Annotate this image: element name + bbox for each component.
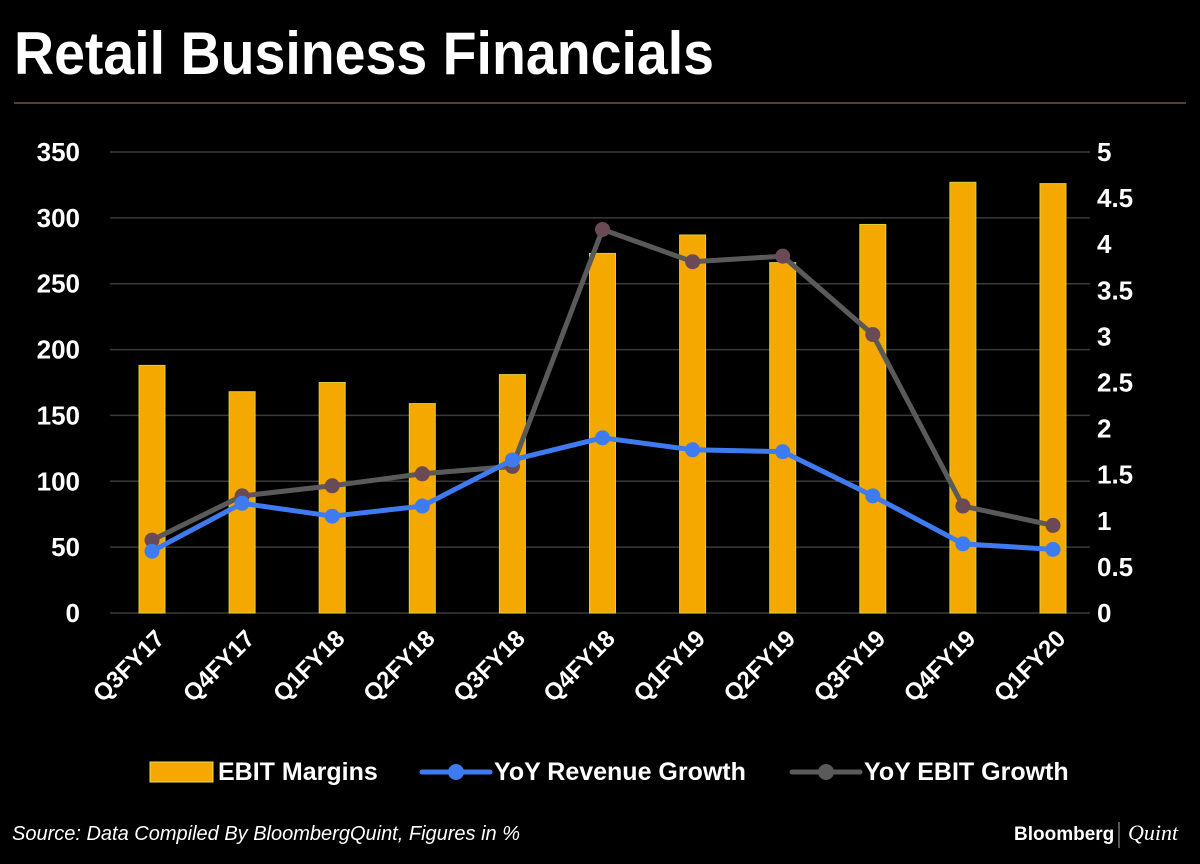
point-yoy-ebit-growth — [685, 254, 701, 270]
point-yoy-ebit-growth — [775, 248, 791, 264]
x-axis-category-label: Q2FY19 — [719, 625, 801, 707]
point-yoy-ebit-growth — [414, 466, 430, 482]
bar-q4fy18 — [589, 252, 616, 614]
legend: EBIT Margins YoY Revenue Growth YoY EBIT… — [149, 758, 1069, 786]
legend-marker-ebit-growth — [818, 764, 834, 780]
bar-q1fy20 — [1039, 183, 1067, 614]
right-axis-tick-label: 5 — [1097, 137, 1111, 167]
bar-q3fy17 — [138, 364, 166, 614]
legend-label-ebit-growth: YoY EBIT Growth — [864, 758, 1069, 786]
right-axis-tick-label: 1.5 — [1097, 460, 1133, 490]
point-yoy-revenue-growth — [1045, 541, 1061, 557]
right-axis-tick-label: 2.5 — [1097, 368, 1133, 398]
point-yoy-ebit-growth — [1045, 517, 1061, 533]
left-axis-tick-label: 0 — [66, 598, 80, 628]
point-yoy-revenue-growth — [775, 444, 791, 460]
right-axis-tick-label: 4.5 — [1097, 183, 1133, 213]
right-axis-tick-label: 3 — [1097, 321, 1111, 351]
point-yoy-ebit-growth — [144, 532, 160, 548]
left-axis-tick-label: 150 — [37, 400, 80, 430]
point-yoy-revenue-growth — [595, 430, 610, 446]
point-yoy-ebit-growth — [955, 498, 971, 514]
point-yoy-revenue-growth — [144, 543, 160, 559]
left-axis-tick-label: 300 — [37, 203, 80, 233]
legend-marker-revenue — [448, 764, 464, 780]
x-axis-category-label: Q3FY18 — [448, 625, 530, 707]
x-axis-category-label: Q1FY20 — [989, 625, 1071, 707]
x-axis-category-label: Q3FY19 — [809, 625, 891, 707]
right-axis-tick-label: 2 — [1097, 414, 1111, 444]
point-yoy-ebit-growth — [865, 327, 881, 343]
logo-quint: Quint — [1128, 820, 1179, 845]
right-axis-tick-label: 0 — [1097, 598, 1111, 628]
x-axis-category-label: Q2FY18 — [358, 625, 440, 707]
point-yoy-revenue-growth — [955, 536, 971, 552]
source-note: Source: Data Compiled By BloombergQuint,… — [12, 823, 520, 845]
right-axis-tick-label: 3.5 — [1097, 275, 1133, 305]
point-yoy-revenue-growth — [504, 452, 520, 468]
x-axis-category-label: Q4FY18 — [538, 625, 620, 707]
bloomberg-quint-logo: Bloomberg Quint — [1014, 820, 1179, 848]
point-yoy-revenue-growth — [685, 442, 701, 458]
bar-q1fy19 — [679, 234, 707, 614]
x-axis-category-label: Q1FY19 — [629, 625, 711, 707]
legend-swatch-ebit-margins — [149, 761, 214, 783]
right-axis-tick-label: 4 — [1097, 229, 1112, 259]
legend-label-revenue: YoY Revenue Growth — [494, 758, 746, 786]
point-yoy-ebit-growth — [595, 221, 610, 237]
left-axis-tick-label: 100 — [37, 466, 80, 496]
right-axis-tick-label: 1 — [1097, 506, 1111, 536]
bar-q3fy19 — [859, 223, 887, 614]
left-axis-tick-label: 250 — [37, 269, 80, 299]
left-axis-tick-label: 350 — [37, 137, 80, 167]
left-axis-tick-label: 200 — [37, 335, 80, 365]
point-yoy-revenue-growth — [414, 498, 430, 514]
chart-title: Retail Business Financials — [14, 20, 714, 87]
x-axis-category-label: Q1FY18 — [268, 625, 350, 707]
point-yoy-revenue-growth — [865, 488, 881, 504]
x-axis-category-label: Q4FY19 — [899, 625, 981, 707]
logo-bloomberg: Bloomberg — [1014, 824, 1114, 845]
bar-q1fy18 — [318, 382, 346, 614]
point-yoy-ebit-growth — [324, 478, 340, 494]
point-yoy-revenue-growth — [234, 495, 250, 511]
x-axis-category-label: Q4FY17 — [178, 625, 260, 707]
right-axis-tick-label: 0.5 — [1097, 552, 1133, 582]
bar-q2fy19 — [769, 262, 797, 614]
legend-label-ebit-margins: EBIT Margins — [218, 758, 378, 786]
x-axis-category-label: Q3FY17 — [88, 625, 170, 707]
point-yoy-revenue-growth — [324, 508, 340, 524]
left-axis-tick-label: 50 — [51, 532, 80, 562]
bar-q3fy18 — [498, 374, 526, 614]
